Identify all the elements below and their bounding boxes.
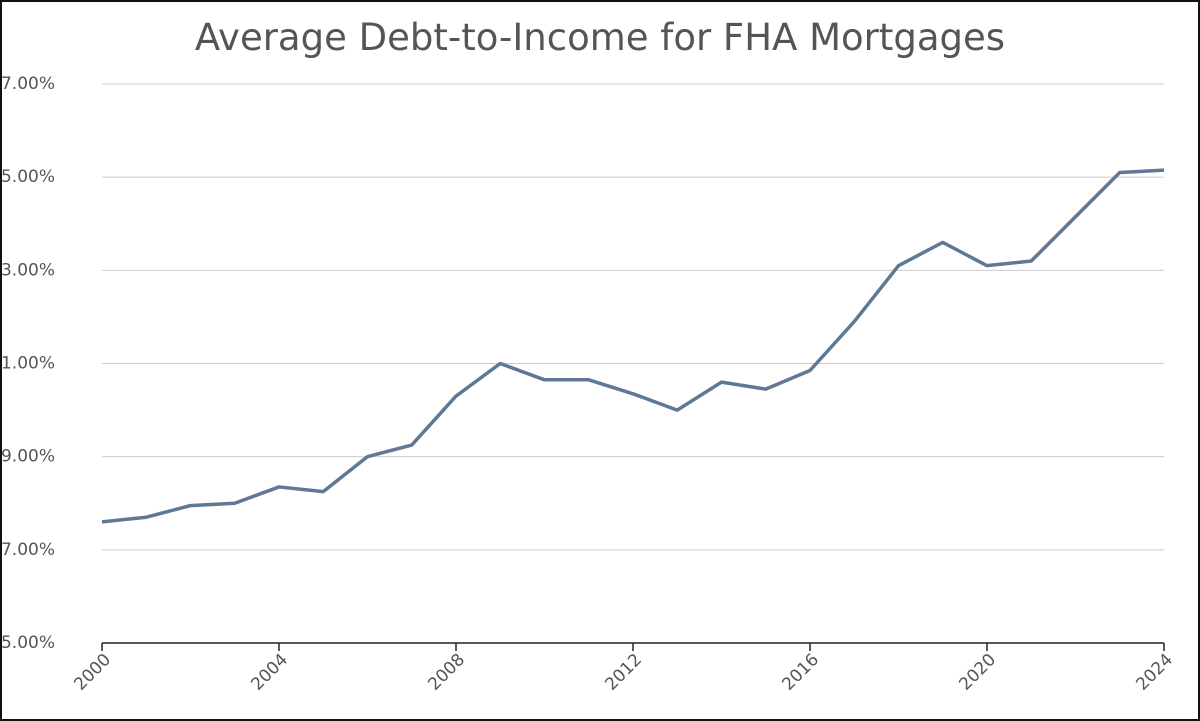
y-tick-label: 45.00% — [0, 167, 55, 187]
x-tick-label: 2004 — [247, 650, 292, 695]
y-tick-label: 37.00% — [0, 540, 55, 560]
y-tick-label: 47.00% — [0, 74, 55, 94]
x-tick-label: 2012 — [601, 650, 646, 695]
chart-title: Average Debt-to-Income for FHA Mortgages — [195, 16, 1005, 59]
line — [101, 168, 1165, 524]
y-tick-label: 39.00% — [0, 447, 55, 467]
y-tick-label: 35.00% — [0, 633, 55, 653]
x-tick-label: 2016 — [778, 650, 823, 695]
y-tick-label: 41.00% — [0, 354, 55, 374]
x-tick-label: 2000 — [70, 650, 115, 695]
y-tick-label: 43.00% — [0, 260, 55, 280]
x-tick-label: 2008 — [424, 650, 469, 695]
x-tick-label: 2024 — [1132, 650, 1177, 695]
x-tick-label: 2020 — [955, 650, 1000, 695]
